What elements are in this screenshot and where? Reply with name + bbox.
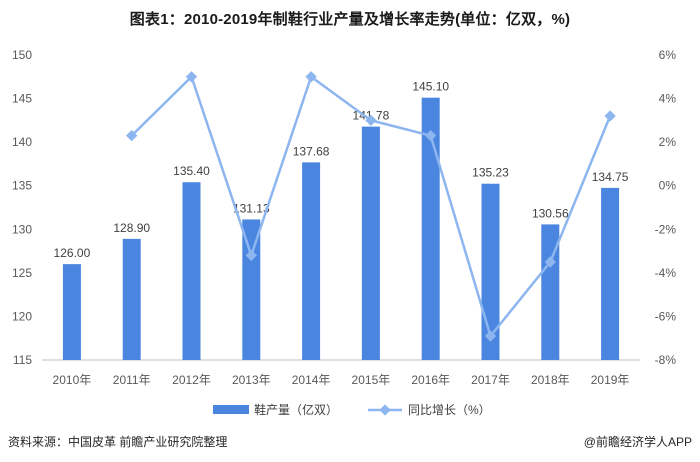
right-tick-label: 2%	[659, 135, 677, 149]
x-tick-label: 2013年	[232, 373, 271, 387]
bar	[62, 264, 81, 360]
right-tick-label: -4%	[655, 266, 677, 280]
chart-title: 图表1：2010-2019年制鞋行业产量及增长率走势(单位：亿双，%)	[129, 11, 571, 28]
bar-value-label: 135.23	[472, 166, 509, 180]
bar-value-label: 126.00	[54, 246, 91, 260]
bar-series	[62, 97, 620, 360]
bar-value-label: 145.10	[412, 80, 449, 94]
brand-mark: @前瞻经济学人APP	[583, 435, 692, 449]
left-tick-label: 120	[12, 309, 32, 323]
x-tick-label: 2019年	[591, 373, 630, 387]
bar	[481, 183, 500, 360]
left-tick-label: 130	[12, 222, 32, 236]
bar	[302, 162, 321, 360]
right-axis-ticks: -8% -6% -4% -2% 0% 2% 4% 6%	[655, 48, 677, 367]
right-tick-label: 6%	[659, 48, 677, 62]
bar	[122, 238, 141, 360]
left-axis-ticks: 115 120 125 130 135 140 145 150	[12, 48, 32, 367]
left-tick-label: 140	[12, 135, 32, 149]
left-tick-label: 135	[12, 179, 32, 193]
growth-point	[245, 249, 257, 262]
source-note: 资料来源：中国皮革 前瞻产业研究院整理	[8, 435, 228, 449]
x-tick-label: 2011年	[113, 373, 151, 387]
x-tick-label: 2017年	[471, 373, 510, 387]
x-tick-label: 2010年	[53, 373, 92, 387]
x-tick-label: 2018年	[531, 373, 570, 387]
legend-line-marker	[379, 404, 391, 416]
bar-value-label: 134.75	[592, 170, 629, 184]
x-axis-ticks: 2010年 2011年 2012年 2013年 2014年 2015年 2016年 2017年…	[53, 373, 630, 387]
growth-point	[425, 129, 437, 142]
left-tick-label: 125	[12, 266, 32, 280]
left-tick-label: 145	[12, 92, 32, 106]
growth-point	[544, 256, 556, 268]
right-tick-label: 0%	[659, 179, 677, 193]
right-tick-label: -8%	[655, 353, 677, 367]
right-tick-label: 4%	[659, 92, 677, 106]
growth-point	[484, 330, 497, 342]
bar	[421, 97, 440, 360]
x-tick-label: 2012年	[172, 373, 211, 387]
bar	[182, 182, 201, 360]
right-tick-label: -6%	[655, 309, 677, 323]
bar-value-label: 128.90	[113, 221, 150, 235]
right-tick-label: -2%	[655, 222, 677, 236]
legend: 鞋产量（亿双） 同比增长（%）	[213, 402, 491, 417]
bar-value-label: 135.40	[173, 164, 210, 178]
x-tick-label: 2016年	[411, 373, 450, 387]
bar-value-label: 130.56	[532, 206, 569, 220]
bar	[541, 224, 560, 360]
bar	[361, 126, 380, 360]
bar-value-label: 137.68	[293, 144, 330, 158]
bar-value-label: 131.13	[233, 201, 270, 215]
legend-line-label: 同比增长（%）	[408, 403, 491, 417]
legend-bar-label: 鞋产量（亿双）	[254, 402, 338, 417]
x-tick-label: 2014年	[292, 373, 331, 387]
bar-data-labels: 126.00128.90135.40131.13137.68141.78145.…	[54, 80, 629, 260]
x-tick-label: 2015年	[352, 373, 391, 387]
growth-point	[604, 110, 616, 122]
legend-bar-swatch	[213, 405, 249, 414]
left-tick-label: 115	[13, 353, 32, 367]
bar	[601, 187, 620, 360]
left-tick-label: 150	[12, 48, 32, 62]
